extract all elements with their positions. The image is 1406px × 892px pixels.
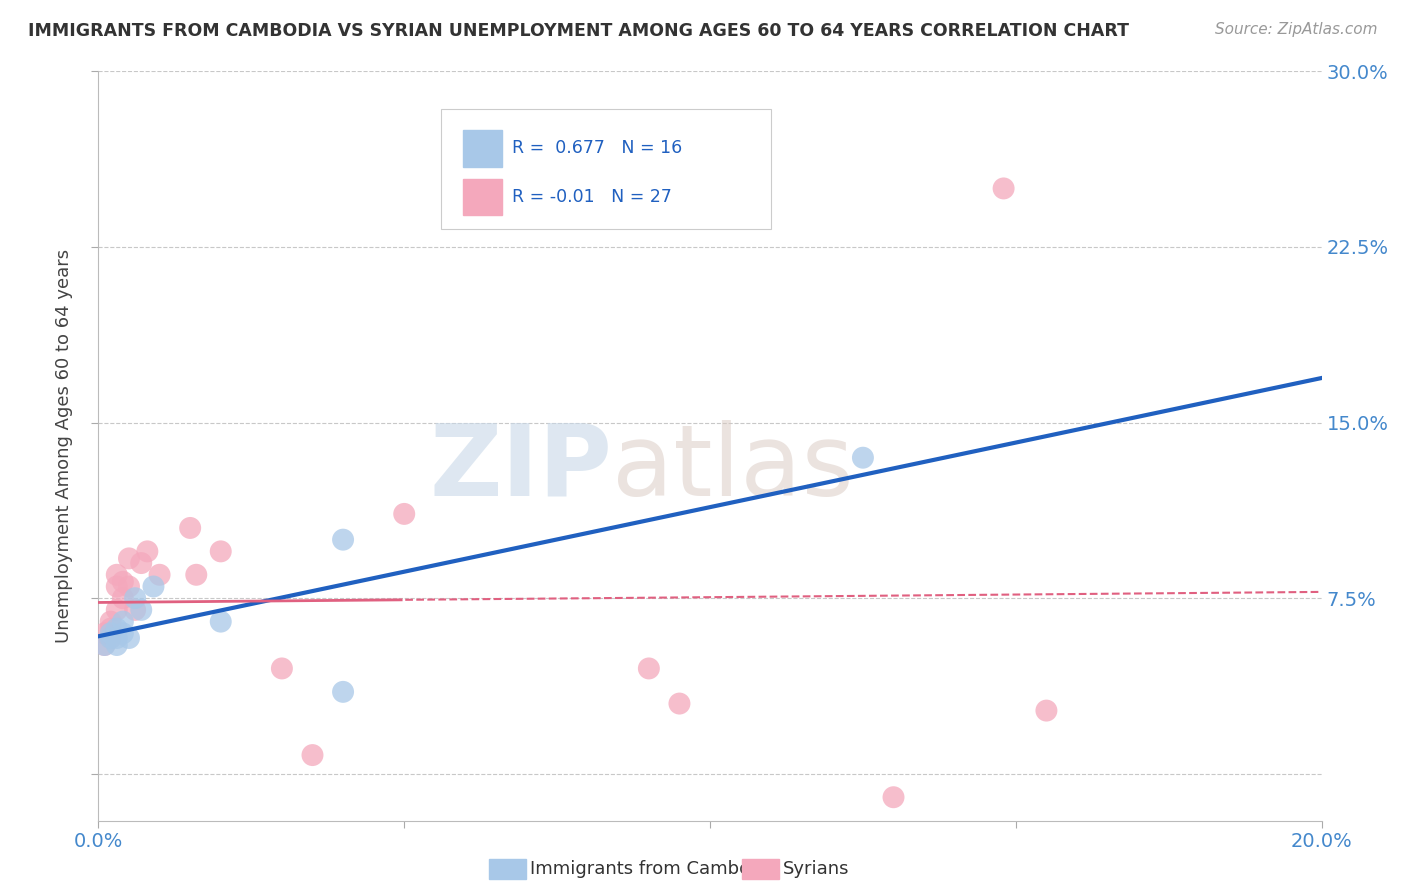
Point xyxy=(105,567,128,582)
Point xyxy=(105,622,128,636)
Point xyxy=(852,450,875,465)
Point xyxy=(129,603,152,617)
FancyBboxPatch shape xyxy=(463,178,502,215)
Point xyxy=(111,615,134,629)
Point xyxy=(270,661,292,675)
Point xyxy=(392,507,416,521)
Point xyxy=(668,697,690,711)
Point xyxy=(93,638,115,652)
Point xyxy=(124,603,146,617)
Text: Immigrants from Cambodia: Immigrants from Cambodia xyxy=(530,860,778,878)
Text: atlas: atlas xyxy=(612,420,853,517)
Point xyxy=(637,661,661,675)
Text: R = -0.01   N = 27: R = -0.01 N = 27 xyxy=(512,188,672,206)
Text: ZIP: ZIP xyxy=(429,420,612,517)
Point xyxy=(301,747,323,762)
Point xyxy=(100,615,122,629)
Point xyxy=(332,685,354,699)
Point xyxy=(105,631,128,645)
Point xyxy=(179,521,201,535)
Point xyxy=(100,631,122,645)
Point xyxy=(118,631,141,645)
Point xyxy=(209,615,232,629)
Point xyxy=(100,631,122,645)
Text: Syrians: Syrians xyxy=(783,860,849,878)
Point xyxy=(149,567,172,582)
Point xyxy=(105,638,128,652)
FancyBboxPatch shape xyxy=(463,130,502,167)
Point xyxy=(332,533,354,547)
Point xyxy=(100,626,122,640)
Point xyxy=(124,591,146,606)
Point xyxy=(129,556,152,570)
Point xyxy=(93,626,115,640)
Point xyxy=(105,603,128,617)
Point xyxy=(118,580,141,594)
Point xyxy=(136,544,159,558)
Y-axis label: Unemployment Among Ages 60 to 64 years: Unemployment Among Ages 60 to 64 years xyxy=(55,249,73,643)
Point xyxy=(142,580,165,594)
Point xyxy=(209,544,232,558)
Point xyxy=(993,181,1015,195)
Point xyxy=(118,551,141,566)
Point xyxy=(93,638,115,652)
Point xyxy=(100,622,122,636)
Point xyxy=(105,580,128,594)
Point xyxy=(883,790,905,805)
Text: IMMIGRANTS FROM CAMBODIA VS SYRIAN UNEMPLOYMENT AMONG AGES 60 TO 64 YEARS CORREL: IMMIGRANTS FROM CAMBODIA VS SYRIAN UNEMP… xyxy=(28,22,1129,40)
Text: Source: ZipAtlas.com: Source: ZipAtlas.com xyxy=(1215,22,1378,37)
Point xyxy=(186,567,208,582)
Point xyxy=(1035,704,1057,718)
Point xyxy=(111,626,134,640)
Text: R =  0.677   N = 16: R = 0.677 N = 16 xyxy=(512,139,682,157)
FancyBboxPatch shape xyxy=(441,109,772,228)
Point xyxy=(111,591,134,606)
Point xyxy=(111,574,134,589)
